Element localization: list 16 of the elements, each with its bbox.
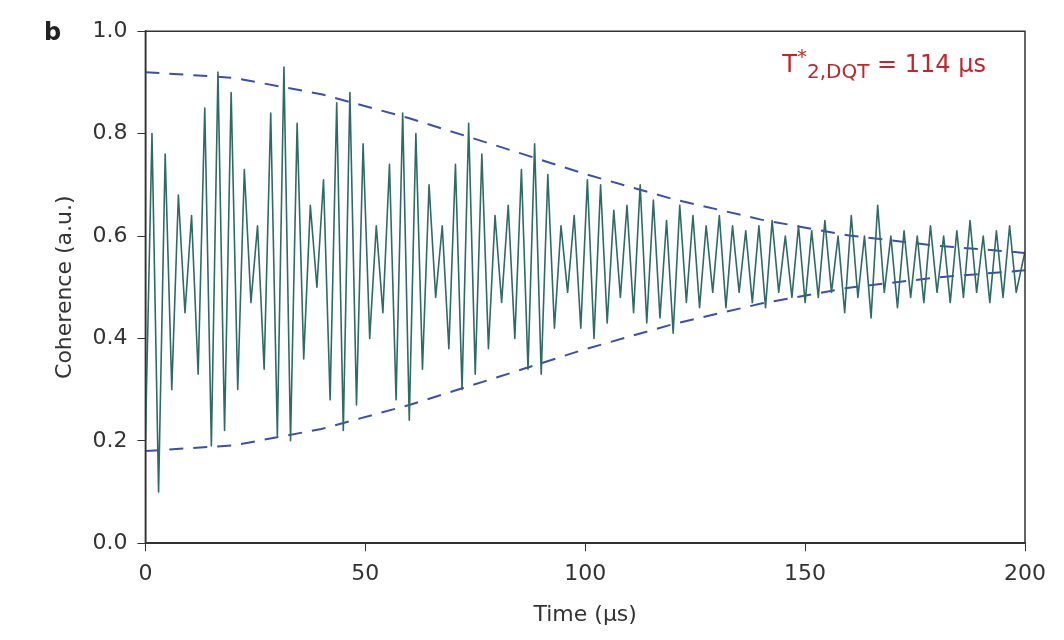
x-tick-label: 0 bbox=[138, 560, 153, 586]
x-tick-label: 50 bbox=[351, 560, 380, 586]
y-tick-label: 0.2 bbox=[92, 426, 128, 452]
x-tick-label: 150 bbox=[784, 560, 827, 586]
y-tick-label: 0.6 bbox=[92, 221, 128, 247]
y-tick-label: 1.0 bbox=[92, 16, 128, 42]
annotation: T$^{*}$$_{2,DQT}$ = 114 μs bbox=[782, 44, 986, 83]
x-tick-label: 200 bbox=[1004, 560, 1046, 586]
y-tick-label: 0.4 bbox=[92, 324, 128, 350]
y-tick-label: 0.0 bbox=[92, 528, 128, 554]
x-axis-title: Time (μs) bbox=[532, 600, 637, 626]
x-tick-label: 100 bbox=[564, 560, 607, 586]
text: b bbox=[44, 18, 62, 46]
line-series bbox=[145, 269, 1025, 453]
y-axis-title: Coherence (a.u.) bbox=[50, 195, 76, 379]
y-tick-label: 0.8 bbox=[92, 119, 128, 145]
